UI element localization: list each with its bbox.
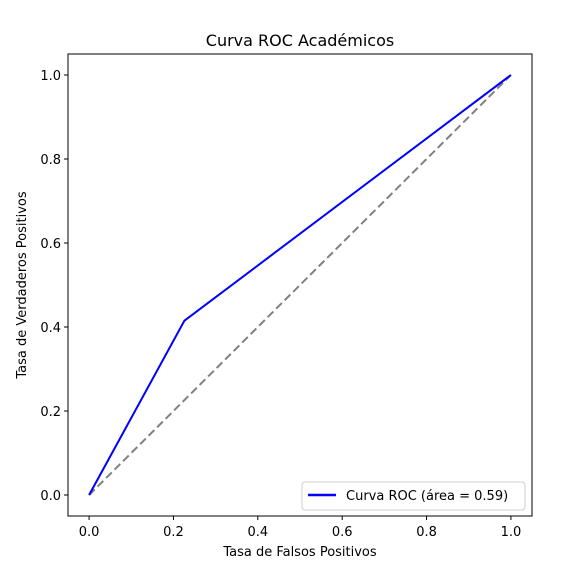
y-tick-label: 1.0	[40, 69, 61, 84]
x-tick-label: 1.0	[501, 525, 522, 540]
x-tick-label: 0.6	[332, 525, 353, 540]
chart-title: Curva ROC Académicos	[206, 31, 394, 50]
x-axis-ticks: 0.0 0.2 0.4 0.6 0.8 1.0	[79, 516, 522, 540]
x-tick-label: 0.0	[79, 525, 100, 540]
plot-area-frame	[68, 54, 532, 516]
x-axis-label: Tasa de Falsos Positivos	[222, 545, 377, 560]
y-tick-label: 0.2	[40, 405, 61, 420]
y-axis-label: Tasa de Verdaderos Positivos	[15, 191, 30, 379]
series-layer	[89, 75, 511, 495]
y-axis-ticks: 0.0 0.2 0.4 0.6 0.8 1.0	[40, 69, 68, 504]
y-tick-label: 0.8	[40, 153, 61, 168]
series-line-diagonal-reference	[89, 75, 511, 495]
x-tick-label: 0.4	[247, 525, 268, 540]
legend: Curva ROC (área = 0.59)	[302, 482, 525, 510]
legend-label-roc: Curva ROC (área = 0.59)	[346, 489, 508, 504]
x-tick-label: 0.8	[416, 525, 437, 540]
y-tick-label: 0.6	[40, 237, 61, 252]
x-tick-label: 0.2	[163, 525, 184, 540]
y-tick-label: 0.4	[40, 321, 61, 336]
y-tick-label: 0.0	[40, 489, 61, 504]
